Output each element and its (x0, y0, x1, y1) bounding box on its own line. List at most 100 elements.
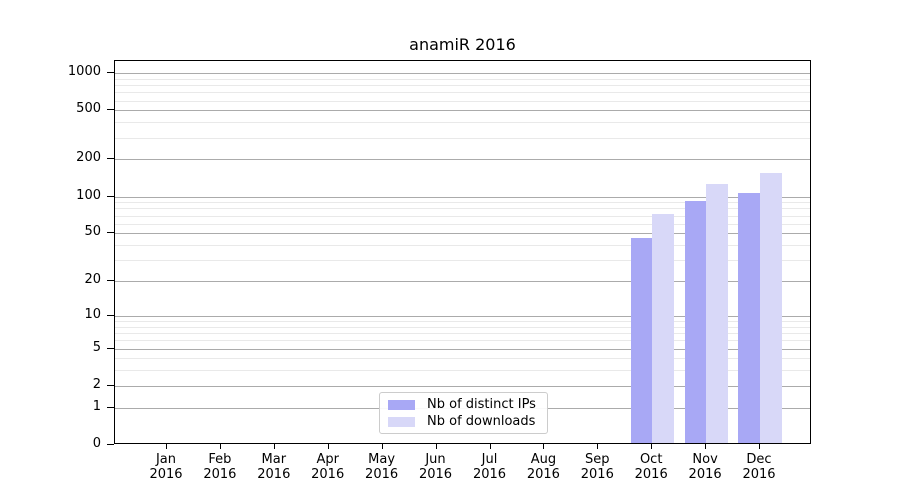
gridline-major-500 (115, 110, 810, 112)
x-tick-label-Sep: Sep 2016 (567, 452, 627, 482)
legend-label-downloads: Nb of downloads (427, 414, 536, 429)
x-tick-year-Dec: 2016 (742, 467, 776, 482)
gridline-minor-60 (115, 223, 810, 225)
y-tick-label-50: 50 (84, 224, 101, 240)
y-tick-label-20: 20 (84, 272, 101, 288)
plot-area (114, 60, 811, 444)
gridline-minor-3 (115, 370, 810, 372)
y-tick-mark-1000 (107, 72, 114, 73)
x-tick-label-Jun: Jun 2016 (406, 452, 466, 482)
x-tick-month-Jul: Jul (481, 452, 498, 467)
bar-distinct-ips-Oct (630, 238, 653, 443)
gridline-minor-700 (115, 92, 810, 94)
gridline-minor-80 (115, 208, 810, 210)
gridline-minor-70 (115, 215, 810, 217)
gridline-minor-40 (115, 245, 810, 246)
gridline-minor-30 (115, 260, 810, 262)
y-tick-mark-200 (107, 158, 114, 160)
x-tick-label-May: May 2016 (352, 452, 412, 482)
x-tick-year-May: 2016 (365, 467, 399, 482)
gridline-minor-600 (115, 100, 810, 102)
y-tick-mark-50 (107, 232, 114, 234)
bar-downloads-Dec (760, 172, 782, 443)
gridline-minor-900 (115, 78, 810, 80)
legend-label-distinct-ips: Nb of distinct IPs (427, 397, 536, 412)
x-tick-year-Feb: 2016 (203, 467, 237, 482)
y-tick-mark-500 (107, 109, 114, 111)
x-tick-label-Aug: Aug 2016 (513, 452, 573, 482)
x-tick-label-Mar: Mar 2016 (244, 452, 304, 482)
x-tick-mark-Jul (489, 444, 491, 449)
x-tick-month-Sep: Sep (585, 452, 610, 467)
x-tick-month-Feb: Feb (208, 452, 232, 467)
x-tick-year-Nov: 2016 (688, 467, 722, 482)
x-tick-month-Dec: Dec (746, 452, 772, 467)
x-tick-year-Jul: 2016 (472, 467, 507, 482)
y-tick-label-100: 100 (76, 187, 101, 203)
y-tick-label-1000: 1000 (67, 64, 101, 79)
x-tick-year-Sep: 2016 (580, 467, 614, 482)
bar-distinct-ips-Dec (738, 192, 760, 443)
y-tick-mark-10 (107, 314, 114, 316)
x-tick-mark-Oct (651, 444, 653, 449)
y-tick-mark-5 (107, 347, 114, 349)
gridline-minor-90 (115, 202, 810, 204)
x-tick-mark-Mar (273, 444, 275, 449)
legend-item-distinct-ips: Nb of distinct IPs (388, 397, 536, 412)
x-tick-mark-Apr (327, 444, 329, 449)
x-tick-mark-Nov (705, 444, 707, 449)
x-tick-month-May: May (368, 452, 396, 467)
bar-distinct-ips-Nov (684, 200, 707, 443)
gridline-major-10 (115, 315, 810, 317)
x-tick-label-Nov: Nov 2016 (675, 452, 735, 482)
gridline-major-100 (115, 196, 810, 198)
y-tick-mark-0 (107, 444, 114, 445)
gridline-major-5 (115, 348, 810, 350)
chart-title: anamiR 2016 (409, 35, 516, 54)
legend-item-downloads: Nb of downloads (388, 414, 536, 429)
y-tick-label-0: 0 (92, 436, 101, 451)
y-tick-label-10: 10 (84, 306, 101, 322)
bar-downloads-Oct (652, 213, 674, 443)
y-tick-label-500: 500 (76, 101, 101, 117)
y-tick-label-200: 200 (76, 150, 101, 166)
x-tick-label-Dec: Dec 2016 (729, 452, 789, 482)
x-tick-mark-May (381, 444, 383, 449)
x-tick-month-Mar: Mar (261, 452, 287, 467)
x-tick-month-Apr: Apr (316, 452, 339, 467)
x-tick-mark-Jan (166, 444, 167, 449)
y-tick-mark-100 (107, 195, 114, 197)
x-tick-label-Feb: Feb 2016 (190, 452, 250, 482)
gridline-minor-800 (115, 85, 810, 86)
x-tick-year-Mar: 2016 (257, 467, 291, 482)
x-tick-mark-Aug (543, 444, 545, 449)
x-tick-month-Aug: Aug (530, 452, 557, 467)
x-tick-month-Jan: Jan (155, 452, 177, 467)
y-tick-label-5: 5 (92, 339, 101, 355)
x-tick-month-Oct: Oct (639, 452, 663, 467)
gridline-major-200 (115, 159, 810, 161)
legend-swatch-distinct-ips (388, 399, 415, 410)
x-tick-year-Jan: 2016 (149, 467, 183, 482)
gridline-minor-8 (115, 326, 810, 328)
x-tick-mark-Sep (597, 444, 599, 449)
gridline-major-50 (115, 233, 810, 235)
gridline-minor-400 (115, 122, 810, 124)
y-tick-label-2: 2 (92, 376, 101, 392)
gridline-minor-7 (115, 333, 810, 334)
y-tick-mark-20 (107, 280, 114, 282)
x-tick-mark-Feb (219, 444, 221, 449)
gridline-minor-9 (115, 321, 810, 322)
x-tick-label-Oct: Oct 2016 (621, 452, 681, 482)
x-tick-mark-Dec (759, 444, 760, 449)
legend-swatch-downloads (388, 416, 415, 427)
gridline-major-1000 (115, 73, 810, 74)
gridline-major-2 (115, 385, 810, 387)
gridline-minor-6 (115, 340, 810, 342)
x-tick-year-Oct: 2016 (634, 467, 668, 482)
y-tick-mark-1 (107, 406, 114, 408)
x-tick-year-Apr: 2016 (311, 467, 345, 482)
x-tick-year-Aug: 2016 (526, 467, 560, 482)
x-tick-year-Jun: 2016 (418, 467, 453, 482)
y-tick-label-1: 1 (92, 398, 101, 414)
